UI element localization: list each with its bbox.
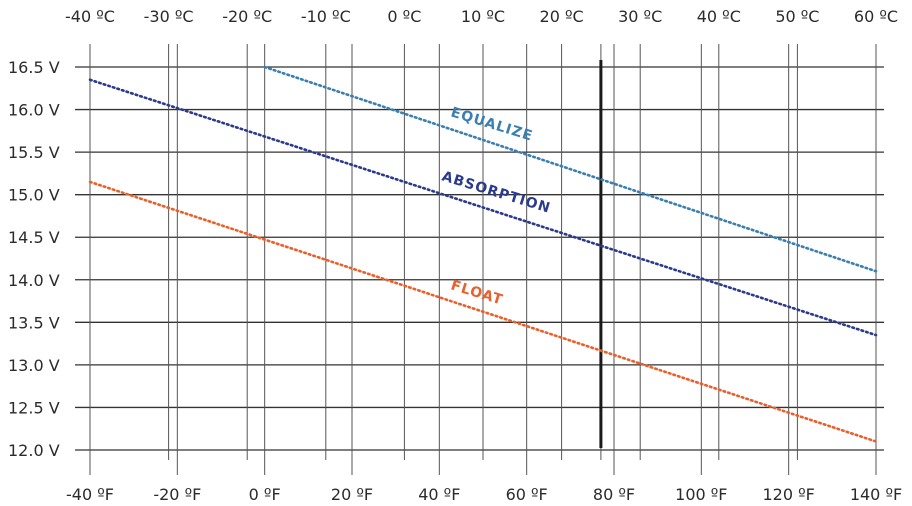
x-grid-lines	[89, 44, 877, 475]
x-tick-label-c: 0 ºC	[387, 7, 421, 26]
x-tick-label-f: 100 ºF	[675, 485, 727, 504]
series-label-equalize: EQUALIZE	[449, 105, 535, 145]
y-tick-label: 15.5 V	[8, 143, 60, 162]
x-tick-label-c: 50 ºC	[775, 7, 819, 26]
series-line-absorption	[88, 78, 878, 337]
x-tick-label-c: -40 ºC	[65, 7, 115, 26]
x-tick-label-f: 80 ºF	[593, 485, 635, 504]
x-tick-label-c: 20 ºC	[540, 7, 584, 26]
x-tick-label-f: 40 ºF	[418, 485, 460, 504]
x-tick-label-c: -20 ºC	[222, 7, 272, 26]
y-tick-label: 14.5 V	[8, 228, 60, 247]
x-tick-label-c: 40 ºC	[697, 7, 741, 26]
x-tick-label-f: 60 ºF	[506, 485, 548, 504]
series-line-equalize	[263, 65, 878, 273]
x-tick-labels-fahrenheit: -40 ºF -20 ºF 0 ºF 20 ºF 40 ºF 60 ºF 80 ºF 100 …	[66, 485, 902, 504]
y-tick-label: 13.5 V	[8, 313, 60, 332]
x-tick-label-f: -40 ºF	[66, 485, 114, 504]
y-tick-label: 13.0 V	[8, 356, 60, 375]
x-tick-label-c: -10 ºC	[301, 7, 351, 26]
x-tick-label-c: -30 ºC	[144, 7, 194, 26]
series-label-float: FLOAT	[449, 278, 505, 309]
y-tick-label: 15.0 V	[8, 186, 60, 205]
x-tick-label-f: 140 ºF	[850, 485, 902, 504]
x-tick-label-c: 30 ºC	[618, 7, 662, 26]
y-grid-lines	[75, 66, 884, 451]
y-tick-label: 12.0 V	[8, 441, 60, 460]
x-tick-labels-celsius: -40 ºC -30 ºC -20 ºC -10 ºC 0 ºC 10 ºC 20 ºC 30…	[65, 7, 898, 26]
x-tick-label-c: 10 ºC	[461, 7, 505, 26]
series-line-float	[88, 180, 878, 443]
series-label-absorption: ABSORPTION	[440, 169, 553, 217]
x-tick-label-f: 20 ºF	[331, 485, 373, 504]
y-tick-label: 16.0 V	[8, 101, 60, 120]
x-tick-label-f: 0 ºF	[249, 485, 281, 504]
x-tick-label-f: 120 ºF	[762, 485, 814, 504]
y-tick-label: 14.0 V	[8, 271, 60, 290]
series-lines	[88, 65, 878, 443]
y-tick-label: 16.5 V	[8, 58, 60, 77]
x-tick-label-f: -20 ºF	[153, 485, 201, 504]
y-tick-labels: 16.5 V 16.0 V 15.5 V 15.0 V 14.5 V 14.0 V 13.5…	[8, 58, 60, 460]
series-labels: EQUALIZE ABSORPTION FLOAT	[440, 105, 553, 309]
x-tick-label-c: 60 ºC	[854, 7, 898, 26]
y-tick-label: 12.5 V	[8, 398, 60, 417]
